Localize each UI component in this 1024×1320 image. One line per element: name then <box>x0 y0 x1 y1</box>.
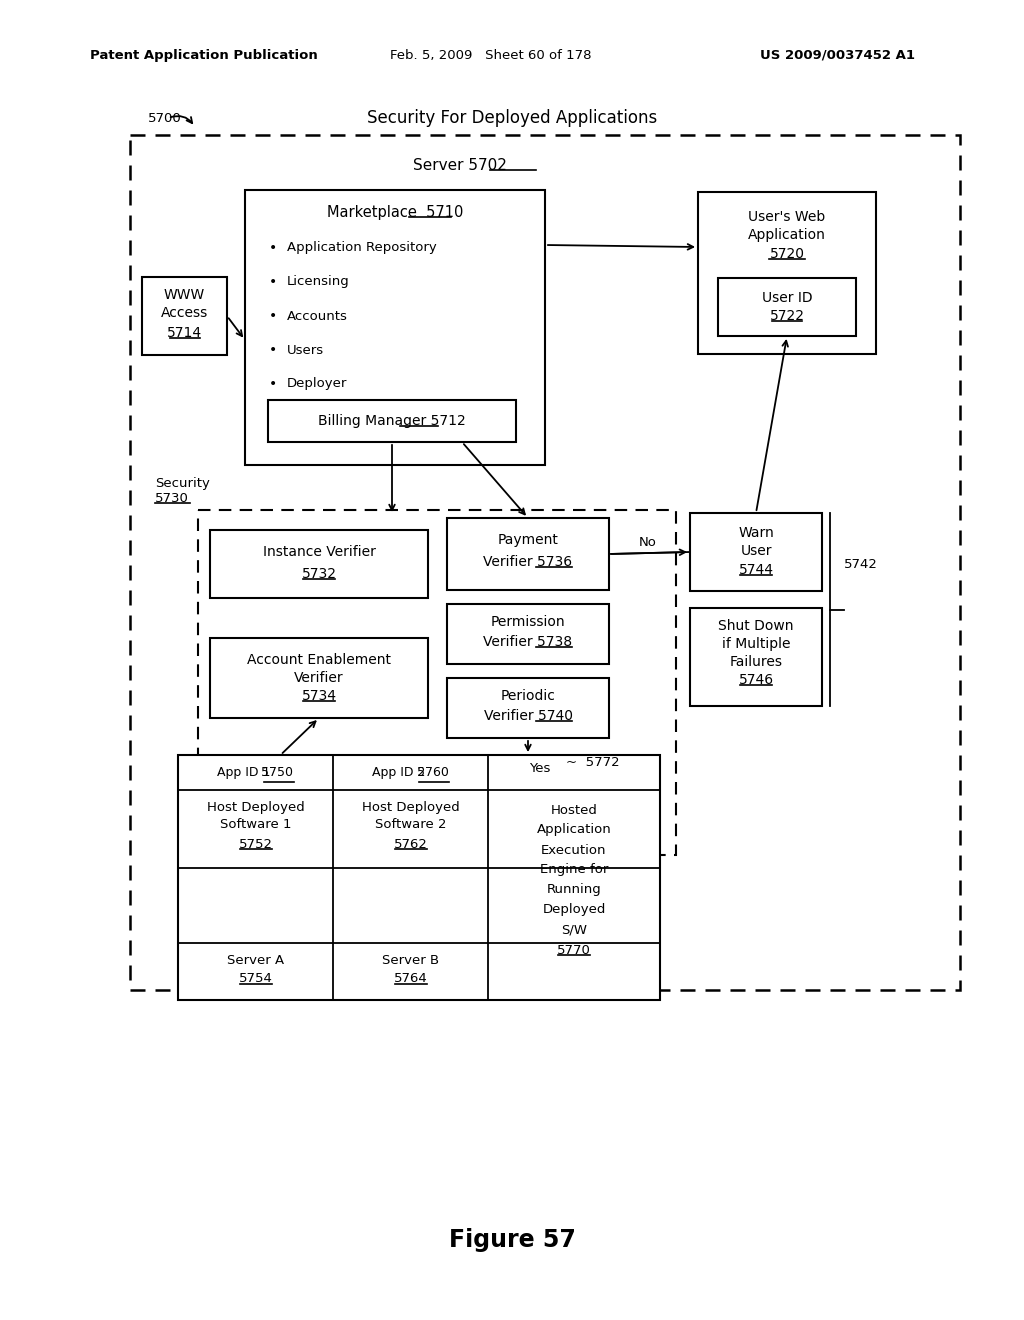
Text: •: • <box>269 378 278 391</box>
Text: Licensing: Licensing <box>287 276 350 289</box>
Text: Running: Running <box>547 883 601 896</box>
Bar <box>130 135 961 990</box>
Text: Software 2: Software 2 <box>375 818 446 832</box>
Text: Deployer: Deployer <box>287 378 347 391</box>
Bar <box>690 609 822 706</box>
Text: Periodic: Periodic <box>501 689 555 704</box>
Bar <box>690 513 822 591</box>
Text: Billing Manager 5712: Billing Manager 5712 <box>318 414 466 428</box>
Text: Verifier 5736: Verifier 5736 <box>483 554 572 569</box>
Text: WWW: WWW <box>164 288 205 302</box>
Text: •: • <box>269 309 278 323</box>
Text: if Multiple: if Multiple <box>722 638 791 651</box>
Bar <box>447 678 609 738</box>
Bar <box>142 277 227 355</box>
Bar <box>268 400 516 442</box>
Text: 5750: 5750 <box>261 766 294 779</box>
Text: Hosted: Hosted <box>551 804 597 817</box>
Text: 5762: 5762 <box>393 837 427 850</box>
Text: US 2009/0037452 A1: US 2009/0037452 A1 <box>760 49 915 62</box>
Text: Verifier 5738: Verifier 5738 <box>483 635 572 649</box>
Text: Account Enablement: Account Enablement <box>247 653 391 667</box>
Text: 5770: 5770 <box>557 944 591 957</box>
Text: Deployed: Deployed <box>543 903 605 916</box>
Text: 5730: 5730 <box>155 491 188 504</box>
Text: 5700: 5700 <box>148 111 181 124</box>
Text: Security: Security <box>155 477 210 490</box>
Text: 5746: 5746 <box>738 673 773 686</box>
Text: •: • <box>269 242 278 255</box>
Text: 5744: 5744 <box>738 564 773 577</box>
Bar <box>210 638 428 718</box>
Text: Verifier: Verifier <box>294 671 344 685</box>
Text: 5732: 5732 <box>301 568 337 581</box>
Bar <box>447 605 609 664</box>
Bar <box>245 190 545 465</box>
Text: Instance Verifier: Instance Verifier <box>262 545 376 558</box>
Text: Host Deployed: Host Deployed <box>361 801 460 814</box>
Text: 5760: 5760 <box>417 766 449 779</box>
Text: Application Repository: Application Repository <box>287 242 437 255</box>
Text: Users: Users <box>287 343 325 356</box>
Text: User ID: User ID <box>762 290 812 305</box>
Text: Accounts: Accounts <box>287 309 348 322</box>
Bar <box>447 517 609 590</box>
Bar <box>178 755 660 1001</box>
Text: S/W: S/W <box>561 924 587 936</box>
Text: Payment: Payment <box>498 533 558 546</box>
Text: 5752: 5752 <box>239 837 272 850</box>
Text: Access: Access <box>161 306 208 319</box>
Text: Application: Application <box>537 824 611 837</box>
Text: User: User <box>740 544 772 558</box>
Text: User's Web: User's Web <box>749 210 825 224</box>
Text: Host Deployed: Host Deployed <box>207 801 304 814</box>
Text: Server B: Server B <box>382 954 439 968</box>
Text: Marketplace  5710: Marketplace 5710 <box>327 205 463 219</box>
Text: Feb. 5, 2009   Sheet 60 of 178: Feb. 5, 2009 Sheet 60 of 178 <box>390 49 592 62</box>
Bar <box>718 279 856 337</box>
Text: Software 1: Software 1 <box>220 818 291 832</box>
Text: Verifier 5740: Verifier 5740 <box>483 709 572 723</box>
Text: Figure 57: Figure 57 <box>449 1228 575 1251</box>
Text: No: No <box>639 536 656 549</box>
Text: Security For Deployed Applications: Security For Deployed Applications <box>367 110 657 127</box>
Text: Server A: Server A <box>227 954 284 968</box>
Text: 5720: 5720 <box>769 247 805 261</box>
Bar <box>698 191 876 354</box>
Text: 5714: 5714 <box>167 326 202 341</box>
Text: Execution: Execution <box>542 843 607 857</box>
Text: Warn: Warn <box>738 525 774 540</box>
Text: ~  5772: ~ 5772 <box>566 756 620 770</box>
Text: Failures: Failures <box>729 655 782 669</box>
Text: 5754: 5754 <box>239 973 272 986</box>
Text: App ID 2: App ID 2 <box>372 766 425 779</box>
Text: Permission: Permission <box>490 615 565 630</box>
Text: 5742: 5742 <box>844 558 878 572</box>
Text: Patent Application Publication: Patent Application Publication <box>90 49 317 62</box>
Text: •: • <box>269 275 278 289</box>
Text: Application: Application <box>749 228 826 242</box>
Text: 5722: 5722 <box>769 309 805 323</box>
Bar <box>198 510 676 855</box>
Text: 5734: 5734 <box>301 689 337 704</box>
Text: •: • <box>269 343 278 356</box>
Text: Engine for: Engine for <box>540 863 608 876</box>
Text: App ID 1: App ID 1 <box>217 766 270 779</box>
Text: Yes: Yes <box>529 762 551 775</box>
Text: Shut Down: Shut Down <box>718 619 794 634</box>
Text: 5764: 5764 <box>393 973 427 986</box>
Text: Server 5702: Server 5702 <box>413 157 507 173</box>
Bar <box>210 531 428 598</box>
